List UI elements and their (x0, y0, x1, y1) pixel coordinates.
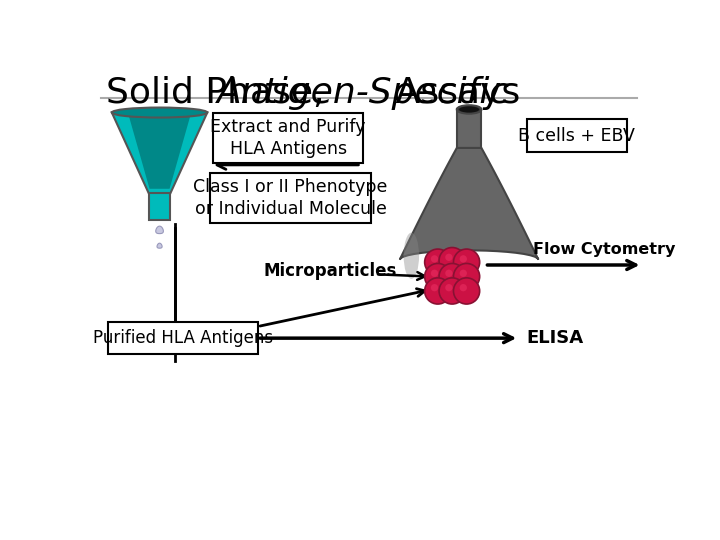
Polygon shape (156, 226, 163, 234)
Bar (456, 110, 482, 148)
Text: Extract and Purify
HLA Antigens: Extract and Purify HLA Antigens (210, 118, 366, 158)
Circle shape (431, 269, 438, 277)
Polygon shape (112, 112, 207, 193)
Ellipse shape (459, 106, 479, 112)
Text: Class I or II Phenotype
or Individual Molecule: Class I or II Phenotype or Individual Mo… (193, 178, 387, 218)
Ellipse shape (404, 233, 419, 279)
Circle shape (431, 284, 438, 292)
Polygon shape (129, 116, 190, 189)
Circle shape (431, 255, 438, 262)
Text: B cells + EBV: B cells + EBV (518, 127, 635, 145)
Text: Solid Phase,: Solid Phase, (106, 76, 336, 110)
Polygon shape (157, 243, 162, 248)
Text: Microparticles: Microparticles (264, 262, 397, 280)
Ellipse shape (112, 107, 207, 118)
Text: Flow Cytometry: Flow Cytometry (533, 242, 675, 257)
Ellipse shape (456, 105, 482, 114)
FancyBboxPatch shape (213, 113, 363, 163)
Circle shape (454, 249, 480, 275)
Circle shape (454, 264, 480, 289)
Circle shape (459, 255, 467, 262)
Circle shape (459, 269, 467, 277)
Circle shape (425, 278, 451, 304)
Bar (149, 193, 171, 220)
Circle shape (439, 264, 465, 289)
Circle shape (439, 247, 465, 274)
Text: Antigen-Specific: Antigen-Specific (217, 76, 510, 110)
Text: Purified HLA Antigens: Purified HLA Antigens (93, 329, 273, 347)
Text: ELISA: ELISA (527, 329, 584, 347)
FancyBboxPatch shape (210, 173, 372, 223)
Circle shape (445, 269, 453, 277)
FancyBboxPatch shape (107, 322, 258, 354)
Polygon shape (400, 148, 539, 260)
Circle shape (454, 278, 480, 304)
Text: Assays: Assays (384, 76, 521, 110)
Circle shape (425, 249, 451, 275)
Circle shape (439, 278, 465, 304)
Circle shape (445, 284, 453, 292)
FancyBboxPatch shape (527, 119, 627, 152)
Circle shape (459, 284, 467, 292)
Circle shape (425, 264, 451, 289)
Circle shape (445, 254, 453, 261)
